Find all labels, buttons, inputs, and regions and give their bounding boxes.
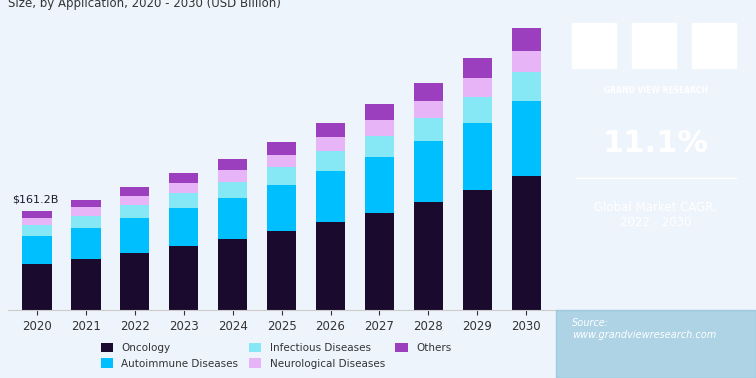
Bar	[22, 225, 51, 236]
Bar	[120, 187, 150, 196]
Bar	[169, 183, 198, 193]
Legend: Oncology, Autoimmune Diseases, Infectious Diseases, Neurological Diseases, Other: Oncology, Autoimmune Diseases, Infectiou…	[96, 339, 456, 373]
Bar	[120, 253, 150, 310]
Text: Source:
www.grandviewresearch.com: Source: www.grandviewresearch.com	[572, 318, 716, 340]
Bar	[218, 198, 247, 239]
Bar	[169, 193, 198, 208]
Bar	[267, 142, 296, 155]
Bar	[169, 208, 198, 246]
Bar	[414, 118, 443, 141]
Bar	[120, 205, 150, 218]
Bar	[267, 231, 296, 310]
Bar	[512, 101, 541, 176]
Bar	[414, 141, 443, 203]
Bar	[22, 236, 51, 264]
Bar	[71, 228, 101, 259]
Bar	[365, 104, 394, 119]
Bar	[169, 173, 198, 183]
Bar	[71, 200, 101, 208]
Bar	[463, 78, 492, 97]
Bar	[267, 155, 296, 167]
Bar	[218, 181, 247, 198]
Bar	[316, 171, 345, 222]
Bar	[556, 310, 756, 378]
Bar	[512, 176, 541, 310]
Bar	[22, 218, 51, 225]
Bar	[512, 51, 541, 72]
Bar	[22, 264, 51, 310]
Text: 11.1%: 11.1%	[603, 129, 709, 158]
Bar	[463, 190, 492, 310]
Bar	[218, 159, 247, 170]
Bar	[120, 196, 150, 205]
Bar	[365, 119, 394, 135]
Bar	[120, 218, 150, 253]
Bar	[316, 137, 345, 152]
Bar	[316, 123, 345, 137]
Bar	[572, 23, 615, 68]
Bar	[218, 239, 247, 310]
Bar	[692, 23, 736, 68]
Bar	[512, 28, 541, 51]
Bar	[267, 167, 296, 185]
Bar	[267, 185, 296, 231]
Bar	[463, 97, 492, 122]
Text: Size, by Application, 2020 - 2030 (USD Billion): Size, by Application, 2020 - 2030 (USD B…	[8, 0, 280, 11]
Bar	[71, 208, 101, 216]
Bar	[218, 170, 247, 181]
Bar	[365, 157, 394, 213]
Bar	[365, 135, 394, 157]
Bar	[632, 23, 676, 68]
Bar	[169, 246, 198, 310]
Bar	[414, 203, 443, 310]
Bar	[414, 101, 443, 118]
Text: Global Market CAGR,
2022 - 2030: Global Market CAGR, 2022 - 2030	[594, 201, 717, 229]
Bar	[463, 57, 492, 78]
Text: $161.2B: $161.2B	[12, 195, 58, 205]
Text: GRAND VIEW RESEARCH: GRAND VIEW RESEARCH	[604, 86, 708, 95]
Bar	[71, 216, 101, 228]
Bar	[71, 259, 101, 310]
Bar	[316, 222, 345, 310]
Bar	[463, 122, 492, 190]
Bar	[22, 211, 51, 218]
Bar	[512, 72, 541, 101]
Bar	[414, 83, 443, 101]
Bar	[365, 213, 394, 310]
Bar	[316, 152, 345, 171]
